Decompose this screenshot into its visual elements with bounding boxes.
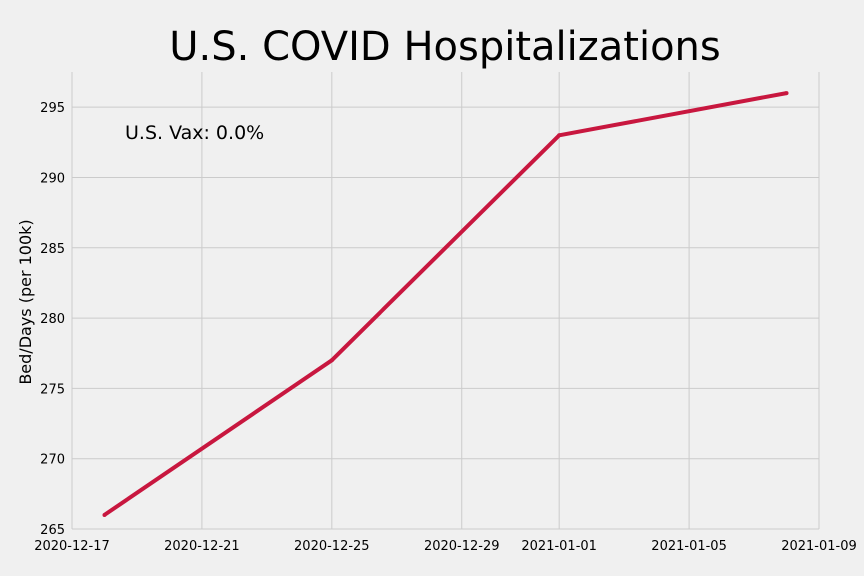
data-point bbox=[329, 358, 334, 363]
y-tick-label: 295 bbox=[40, 101, 65, 116]
data-point bbox=[784, 91, 789, 96]
series-line bbox=[103, 91, 787, 517]
y-tick-label: 290 bbox=[40, 171, 65, 186]
data-point bbox=[102, 512, 107, 517]
y-axis-label: Bed/Days (per 100k) bbox=[16, 219, 35, 384]
x-tick-label: 2020-12-21 bbox=[164, 539, 240, 554]
axis-ticks: 2020-12-17 2020-12-21 2020-12-25 2020-12-29… bbox=[34, 101, 857, 554]
y-tick-label: 285 bbox=[40, 242, 65, 257]
x-tick-label: 2021-01-09 bbox=[781, 539, 857, 554]
grid bbox=[71, 72, 820, 530]
x-tick-label: 2020-12-29 bbox=[424, 539, 500, 554]
vax-annotation: U.S. Vax: 0.0% bbox=[125, 122, 264, 144]
data-point bbox=[557, 133, 562, 138]
x-tick-label: 2021-01-01 bbox=[521, 539, 597, 554]
x-tick-label: 2021-01-05 bbox=[651, 539, 727, 554]
y-tick-label: 265 bbox=[40, 523, 65, 538]
x-tick-label: 2020-12-25 bbox=[294, 539, 370, 554]
y-tick-label: 270 bbox=[40, 453, 65, 468]
chart-title: U.S. COVID Hospitalizations bbox=[169, 24, 720, 70]
y-tick-label: 275 bbox=[40, 382, 65, 397]
y-tick-label: 280 bbox=[40, 312, 65, 327]
x-tick-label: 2020-12-17 bbox=[34, 539, 110, 554]
series-layer bbox=[102, 91, 789, 517]
